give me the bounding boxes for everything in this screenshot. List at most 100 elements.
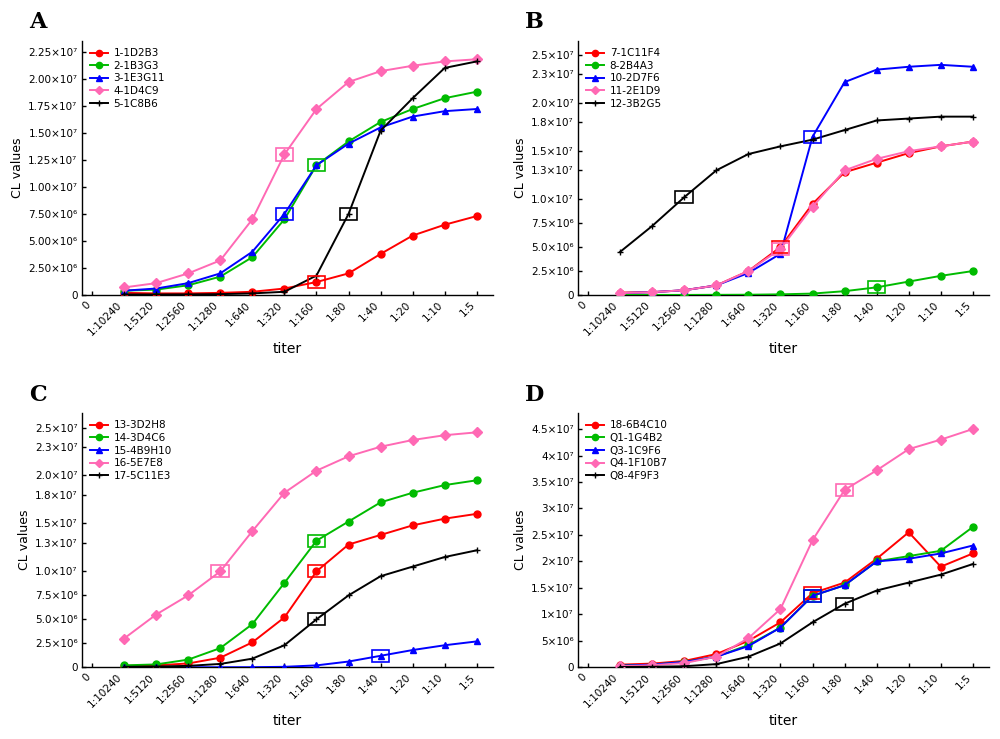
15-4B9H10 <box>214 663 226 672</box>
12-3B2G5 <box>871 116 883 125</box>
Q3-1C9F6 <box>710 653 722 661</box>
16-5E7E8 <box>118 634 130 643</box>
4-1D4C9 <box>343 78 355 86</box>
4-1D4C9 <box>471 55 483 64</box>
7-1C11F4 <box>839 168 851 177</box>
10-2D7F6 <box>839 78 851 86</box>
2-1B3G3 <box>182 281 194 290</box>
17-5C11E3 <box>118 662 130 671</box>
1-1D2B3 <box>118 288 130 297</box>
3-1E3G11 <box>182 279 194 287</box>
Line: 7-1C11F4: 7-1C11F4 <box>617 138 976 296</box>
Bar <box>804 590 821 602</box>
Q3-1C9F6 <box>774 623 786 632</box>
12-3B2G5 <box>614 248 626 256</box>
18-6B4C10 <box>967 549 979 558</box>
X-axis label: titer: titer <box>769 714 798 728</box>
3-1E3G11 <box>375 123 387 132</box>
2-1B3G3 <box>150 285 162 294</box>
Q4-1F10B7 <box>614 662 626 671</box>
16-5E7E8 <box>246 527 258 536</box>
3-1E3G11 <box>214 269 226 278</box>
14-3D4C6 <box>439 480 451 489</box>
1-1D2B3 <box>214 288 226 297</box>
Line: 8-2B4A3: 8-2B4A3 <box>617 268 976 299</box>
12-3B2G5 <box>774 142 786 151</box>
13-3D2H8 <box>343 540 355 549</box>
12-3B2G5 <box>903 114 915 123</box>
Q4-1F10B7 <box>646 661 658 670</box>
8-2B4A3 <box>646 290 658 299</box>
18-6B4C10 <box>774 618 786 627</box>
Line: 12-3B2G5: 12-3B2G5 <box>617 113 976 256</box>
11-2E1D9 <box>839 166 851 175</box>
Text: D: D <box>525 384 544 406</box>
16-5E7E8 <box>407 435 419 444</box>
Line: 17-5C11E3: 17-5C11E3 <box>121 547 480 670</box>
12-3B2G5 <box>967 112 979 121</box>
Bar <box>276 149 293 160</box>
Q8-4F9F3 <box>935 571 947 579</box>
15-4B9H10 <box>278 662 290 671</box>
Q4-1F10B7 <box>678 658 690 667</box>
Bar <box>276 208 293 220</box>
Bar <box>804 131 821 143</box>
Q3-1C9F6 <box>967 541 979 550</box>
4-1D4C9 <box>407 61 419 70</box>
Text: B: B <box>525 11 544 33</box>
12-3B2G5 <box>807 135 819 144</box>
7-1C11F4 <box>967 137 979 146</box>
Bar <box>340 208 357 220</box>
Q4-1F10B7 <box>710 653 722 661</box>
8-2B4A3 <box>678 290 690 299</box>
Bar <box>804 590 821 602</box>
12-3B2G5 <box>710 166 722 175</box>
16-5E7E8 <box>310 466 322 475</box>
Line: 16-5E7E8: 16-5E7E8 <box>121 429 480 642</box>
18-6B4C10 <box>871 554 883 563</box>
18-6B4C10 <box>807 589 819 598</box>
Line: 11-2E1D9: 11-2E1D9 <box>617 138 976 296</box>
13-3D2H8 <box>150 661 162 670</box>
17-5C11E3 <box>343 591 355 600</box>
Legend: 13-3D2H8, 14-3D4C6, 15-4B9H10, 16-5E7E8, 17-5C11E3: 13-3D2H8, 14-3D4C6, 15-4B9H10, 16-5E7E8,… <box>88 418 174 483</box>
Bar <box>772 243 789 255</box>
Q1-1G4B2 <box>710 653 722 661</box>
7-1C11F4 <box>646 287 658 296</box>
11-2E1D9 <box>614 289 626 298</box>
11-2E1D9 <box>646 287 658 296</box>
1-1D2B3 <box>471 211 483 220</box>
17-5C11E3 <box>214 659 226 668</box>
13-3D2H8 <box>118 661 130 670</box>
Q1-1G4B2 <box>967 522 979 531</box>
Q3-1C9F6 <box>807 591 819 600</box>
Bar <box>772 241 789 253</box>
16-5E7E8 <box>182 591 194 600</box>
Bar <box>868 282 885 293</box>
11-2E1D9 <box>742 267 754 276</box>
13-3D2H8 <box>471 509 483 518</box>
Line: Q4-1F10B7: Q4-1F10B7 <box>617 426 976 670</box>
17-5C11E3 <box>375 572 387 581</box>
X-axis label: titer: titer <box>273 714 302 728</box>
Q1-1G4B2 <box>614 661 626 670</box>
12-3B2G5 <box>839 126 851 134</box>
15-4B9H10 <box>407 646 419 655</box>
16-5E7E8 <box>375 442 387 451</box>
14-3D4C6 <box>182 655 194 664</box>
1-1D2B3 <box>439 220 451 229</box>
2-1B3G3 <box>439 94 451 103</box>
15-4B9H10 <box>118 663 130 672</box>
2-1B3G3 <box>310 161 322 170</box>
Q8-4F9F3 <box>903 578 915 587</box>
Q8-4F9F3 <box>614 663 626 672</box>
4-1D4C9 <box>375 67 387 75</box>
Line: 5-1C8B6: 5-1C8B6 <box>121 58 480 298</box>
Q8-4F9F3 <box>871 586 883 595</box>
Line: 2-1B3G3: 2-1B3G3 <box>121 88 480 294</box>
Q8-4F9F3 <box>742 653 754 661</box>
Line: 3-1E3G11: 3-1E3G11 <box>121 106 480 294</box>
3-1E3G11 <box>407 112 419 121</box>
Q3-1C9F6 <box>935 549 947 558</box>
Q3-1C9F6 <box>678 658 690 667</box>
